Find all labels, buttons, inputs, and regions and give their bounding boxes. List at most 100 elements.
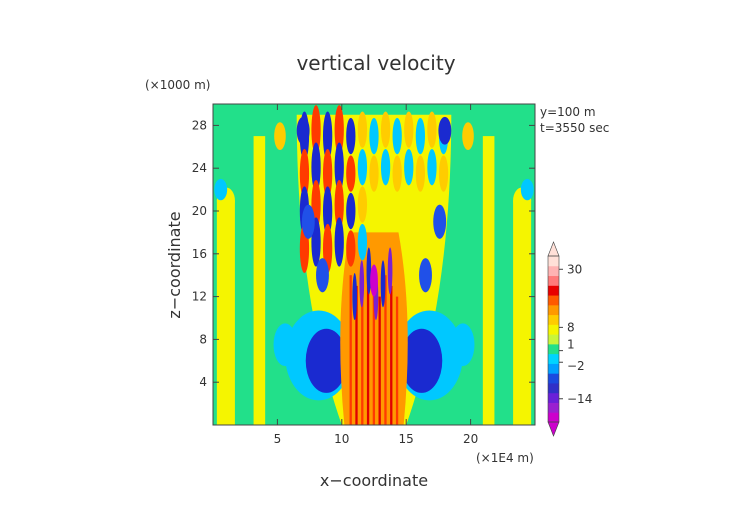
cell-region (415, 117, 426, 155)
cell-region (357, 223, 368, 261)
cell-region (427, 148, 437, 186)
core-cell (359, 260, 365, 308)
colorbar-segment (548, 363, 559, 374)
axis-ticks: 5 10 15 20 4 8 12 16 20 24 28 (192, 104, 535, 446)
top-cell (274, 122, 286, 151)
cell-region (438, 155, 449, 192)
cell-region (415, 155, 426, 192)
top-cell (462, 122, 474, 151)
colorbar-frame (547, 255, 560, 423)
colorbar-segment (548, 295, 559, 306)
colorbar-segment (548, 373, 559, 384)
colorbar-arrow-top (547, 241, 560, 257)
cell-region (357, 148, 368, 186)
plot-frame (212, 103, 536, 426)
colorbar-segment (548, 265, 559, 277)
top-cell (296, 116, 310, 145)
colorbar-tick-label: 1 (567, 338, 575, 352)
annotation-y: y=100 m (540, 105, 596, 119)
cell-region (427, 111, 437, 148)
side-cell (433, 204, 447, 239)
annotation-t: t=3550 sec (540, 121, 609, 135)
colorbar-segment (548, 402, 559, 413)
cell-region (380, 111, 391, 148)
contour-region (273, 323, 297, 367)
contour-region (401, 328, 443, 393)
cell-region (334, 105, 344, 155)
cell-region (299, 148, 310, 199)
cell-region (334, 179, 344, 230)
cell-region (392, 117, 402, 155)
cell-region (369, 117, 379, 155)
cell-region (322, 186, 333, 236)
contour-region (305, 328, 347, 393)
contour-region (214, 178, 228, 201)
cell-region (346, 155, 356, 192)
cell-region (311, 142, 321, 192)
y-unit-label: (×1000 m) (145, 78, 210, 92)
cell-region (346, 117, 356, 155)
core-streak (366, 275, 370, 425)
y-tick-label: 8 (199, 332, 207, 346)
core-cell (370, 264, 378, 297)
core-streak (390, 285, 393, 425)
y-axis-label: z−coordinate (165, 211, 184, 318)
colorbar-segment (548, 343, 559, 355)
y-tick-label: 12 (192, 290, 207, 304)
cell-region (346, 230, 356, 267)
x-unit-label: (×1E4 m) (476, 451, 534, 465)
cell-region (357, 186, 368, 223)
cell-region (404, 148, 414, 186)
cell-region (311, 105, 321, 155)
core-streak (361, 296, 364, 425)
y-tick-label: 4 (199, 375, 207, 389)
x-tick-label: 20 (463, 432, 478, 446)
core-streak (378, 296, 381, 425)
cell-region (380, 148, 391, 186)
x-tick-label: 10 (334, 432, 349, 446)
core-cell (366, 247, 372, 295)
x-axis-label: x−coordinate (320, 471, 428, 490)
contour-region (451, 323, 475, 367)
side-band (513, 200, 532, 425)
colorbar: 30 8 1 −2 −14 (547, 241, 592, 437)
cell-region (346, 192, 356, 230)
cell-region (404, 111, 414, 148)
core-streak (355, 285, 358, 425)
side-cell (419, 258, 432, 293)
side-band (216, 200, 235, 425)
colorbar-segment (548, 314, 559, 325)
chart-title: vertical velocity (296, 51, 455, 75)
y-tick-label: 16 (192, 247, 207, 261)
cell-region (334, 217, 344, 267)
colorbar-segment (548, 324, 559, 335)
y-tick-label: 28 (192, 118, 207, 132)
cell-region (322, 148, 333, 199)
cell-region (392, 155, 402, 192)
cell-region (357, 111, 368, 148)
colorbar-tick-label: −14 (567, 392, 592, 406)
core-cell (352, 273, 357, 321)
colorbar-segment (548, 304, 559, 316)
top-cell (438, 116, 452, 145)
core-cell (380, 260, 386, 308)
colorbar-arrow-bottom (547, 421, 560, 437)
colorbar-segment (548, 275, 559, 286)
y-tick-label: 24 (192, 161, 207, 175)
core-streak (349, 275, 352, 425)
contour-region (520, 178, 534, 201)
core-cell (387, 247, 393, 295)
cell-region (322, 111, 333, 161)
cell-region (334, 142, 344, 192)
side-cell (316, 258, 329, 293)
core-streak (384, 275, 387, 425)
colorbar-segment (548, 256, 559, 267)
side-band (253, 136, 266, 425)
colorbar-tick-label: 30 (567, 262, 582, 276)
colorbar-segment (548, 334, 559, 345)
colorbar-tick-label: 8 (567, 320, 575, 334)
side-cell (301, 204, 315, 239)
x-tick-label: 15 (399, 432, 414, 446)
core-streak (372, 285, 376, 425)
